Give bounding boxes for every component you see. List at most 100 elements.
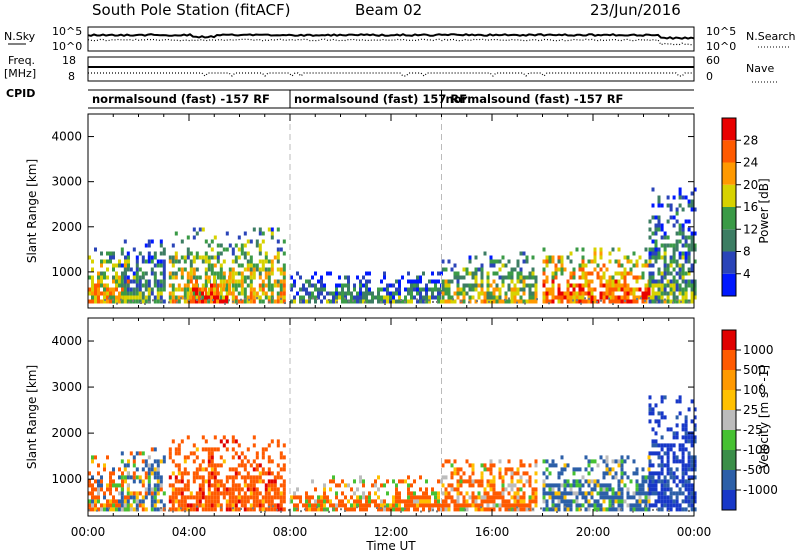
- velocity-cell: [219, 439, 223, 444]
- velocity-cell: [299, 495, 302, 500]
- velocity-cell: [201, 459, 205, 464]
- velocity-cell: [599, 455, 603, 460]
- velocity-cell: [234, 487, 238, 492]
- power-cell: [534, 299, 538, 304]
- velocity-cell: [456, 499, 460, 504]
- velocity-cell: [237, 443, 241, 448]
- power-cell: [611, 247, 615, 252]
- velocity-cell: [687, 491, 691, 496]
- power-cell: [654, 291, 658, 296]
- power-cell: [425, 291, 428, 296]
- velocity-cell: [617, 479, 621, 484]
- velocity-cell: [611, 499, 615, 504]
- power-cell: [578, 287, 582, 292]
- velocity-cell: [489, 487, 493, 492]
- power-cell: [91, 291, 94, 296]
- velocity-cell: [120, 495, 124, 500]
- power-cell: [234, 255, 238, 260]
- power-cell: [471, 283, 475, 288]
- velocity-cell: [648, 419, 652, 424]
- velocity-cell: [115, 507, 118, 512]
- velocity-cell: [666, 503, 670, 508]
- power-cell: [687, 235, 691, 240]
- velocity-cell: [109, 491, 112, 496]
- velocity-cell: [210, 447, 214, 452]
- velocity-cell: [672, 503, 676, 508]
- velocity-cell: [566, 507, 570, 512]
- power-cell: [97, 283, 100, 288]
- power-cell: [605, 291, 609, 296]
- velocity-cell: [489, 495, 493, 500]
- velocity-ground-scatter: [620, 508, 622, 511]
- velocity-cell: [243, 479, 247, 484]
- power-cell: [657, 271, 661, 276]
- power-cell: [204, 267, 208, 272]
- velocity-cell: [264, 487, 268, 492]
- velocity-cell: [237, 471, 241, 476]
- velocity-cell: [219, 491, 223, 496]
- velocity-cell: [305, 499, 308, 504]
- power-cell: [192, 267, 196, 272]
- velocity-cell: [678, 395, 682, 400]
- velocity-cell: [234, 467, 238, 472]
- power-cell: [531, 291, 535, 296]
- power-cell: [126, 283, 130, 288]
- power-cell: [654, 259, 658, 264]
- power-cell: [651, 287, 655, 292]
- velocity-cell: [534, 499, 538, 504]
- velocity-cell: [159, 499, 163, 504]
- power-ground-scatter: [232, 300, 234, 303]
- power-cell: [180, 239, 184, 244]
- velocity-cell: [159, 459, 163, 464]
- power-cell: [681, 279, 685, 284]
- velocity-cell: [471, 479, 475, 484]
- velocity-cell: [548, 483, 552, 488]
- power-cell: [441, 283, 445, 288]
- velocity-cell: [362, 503, 365, 508]
- power-cell: [623, 291, 627, 296]
- velocity-cell: [447, 491, 451, 496]
- velocity-cell: [159, 475, 163, 480]
- power-cell: [477, 267, 481, 272]
- velocity-cell: [156, 491, 160, 496]
- power-cell: [620, 271, 624, 276]
- velocity-cell: [651, 427, 655, 432]
- velocity-cell: [687, 499, 691, 504]
- power-cell: [413, 283, 416, 288]
- power-cell: [684, 195, 688, 200]
- velocity-cell: [100, 507, 103, 512]
- power-cell: [657, 247, 661, 252]
- velocity-cell: [135, 451, 139, 456]
- velocity-cell: [210, 459, 214, 464]
- velocity-cell: [587, 483, 591, 488]
- power-ground-scatter: [452, 298, 454, 301]
- velocity-cell: [587, 479, 591, 484]
- velocity-cell: [614, 499, 618, 504]
- y-tick-label: 2000: [51, 220, 82, 234]
- power-cell: [675, 295, 679, 300]
- power-cell: [480, 275, 484, 280]
- power-cell: [693, 279, 697, 284]
- power-cell: [261, 287, 265, 292]
- velocity-cell: [135, 503, 139, 508]
- velocity-cell: [648, 503, 652, 508]
- velocity-cell: [234, 483, 238, 488]
- velocity-cell: [144, 487, 148, 492]
- power-cell: [210, 267, 214, 272]
- power-cell: [350, 295, 353, 300]
- velocity-cell: [551, 483, 555, 488]
- power-ground-scatter: [680, 300, 682, 303]
- power-cell: [663, 263, 667, 268]
- velocity-cell: [453, 499, 457, 504]
- power-cell: [335, 287, 338, 292]
- velocity-cell: [103, 491, 106, 496]
- power-cell: [587, 279, 591, 284]
- power-cell: [135, 263, 139, 268]
- velocity-cell: [444, 475, 448, 480]
- power-cell: [91, 283, 94, 288]
- velocity-cell: [273, 479, 277, 484]
- power-cell: [483, 291, 487, 296]
- power-cell: [392, 295, 395, 300]
- velocity-cell: [270, 487, 274, 492]
- velocity-cell: [282, 463, 286, 468]
